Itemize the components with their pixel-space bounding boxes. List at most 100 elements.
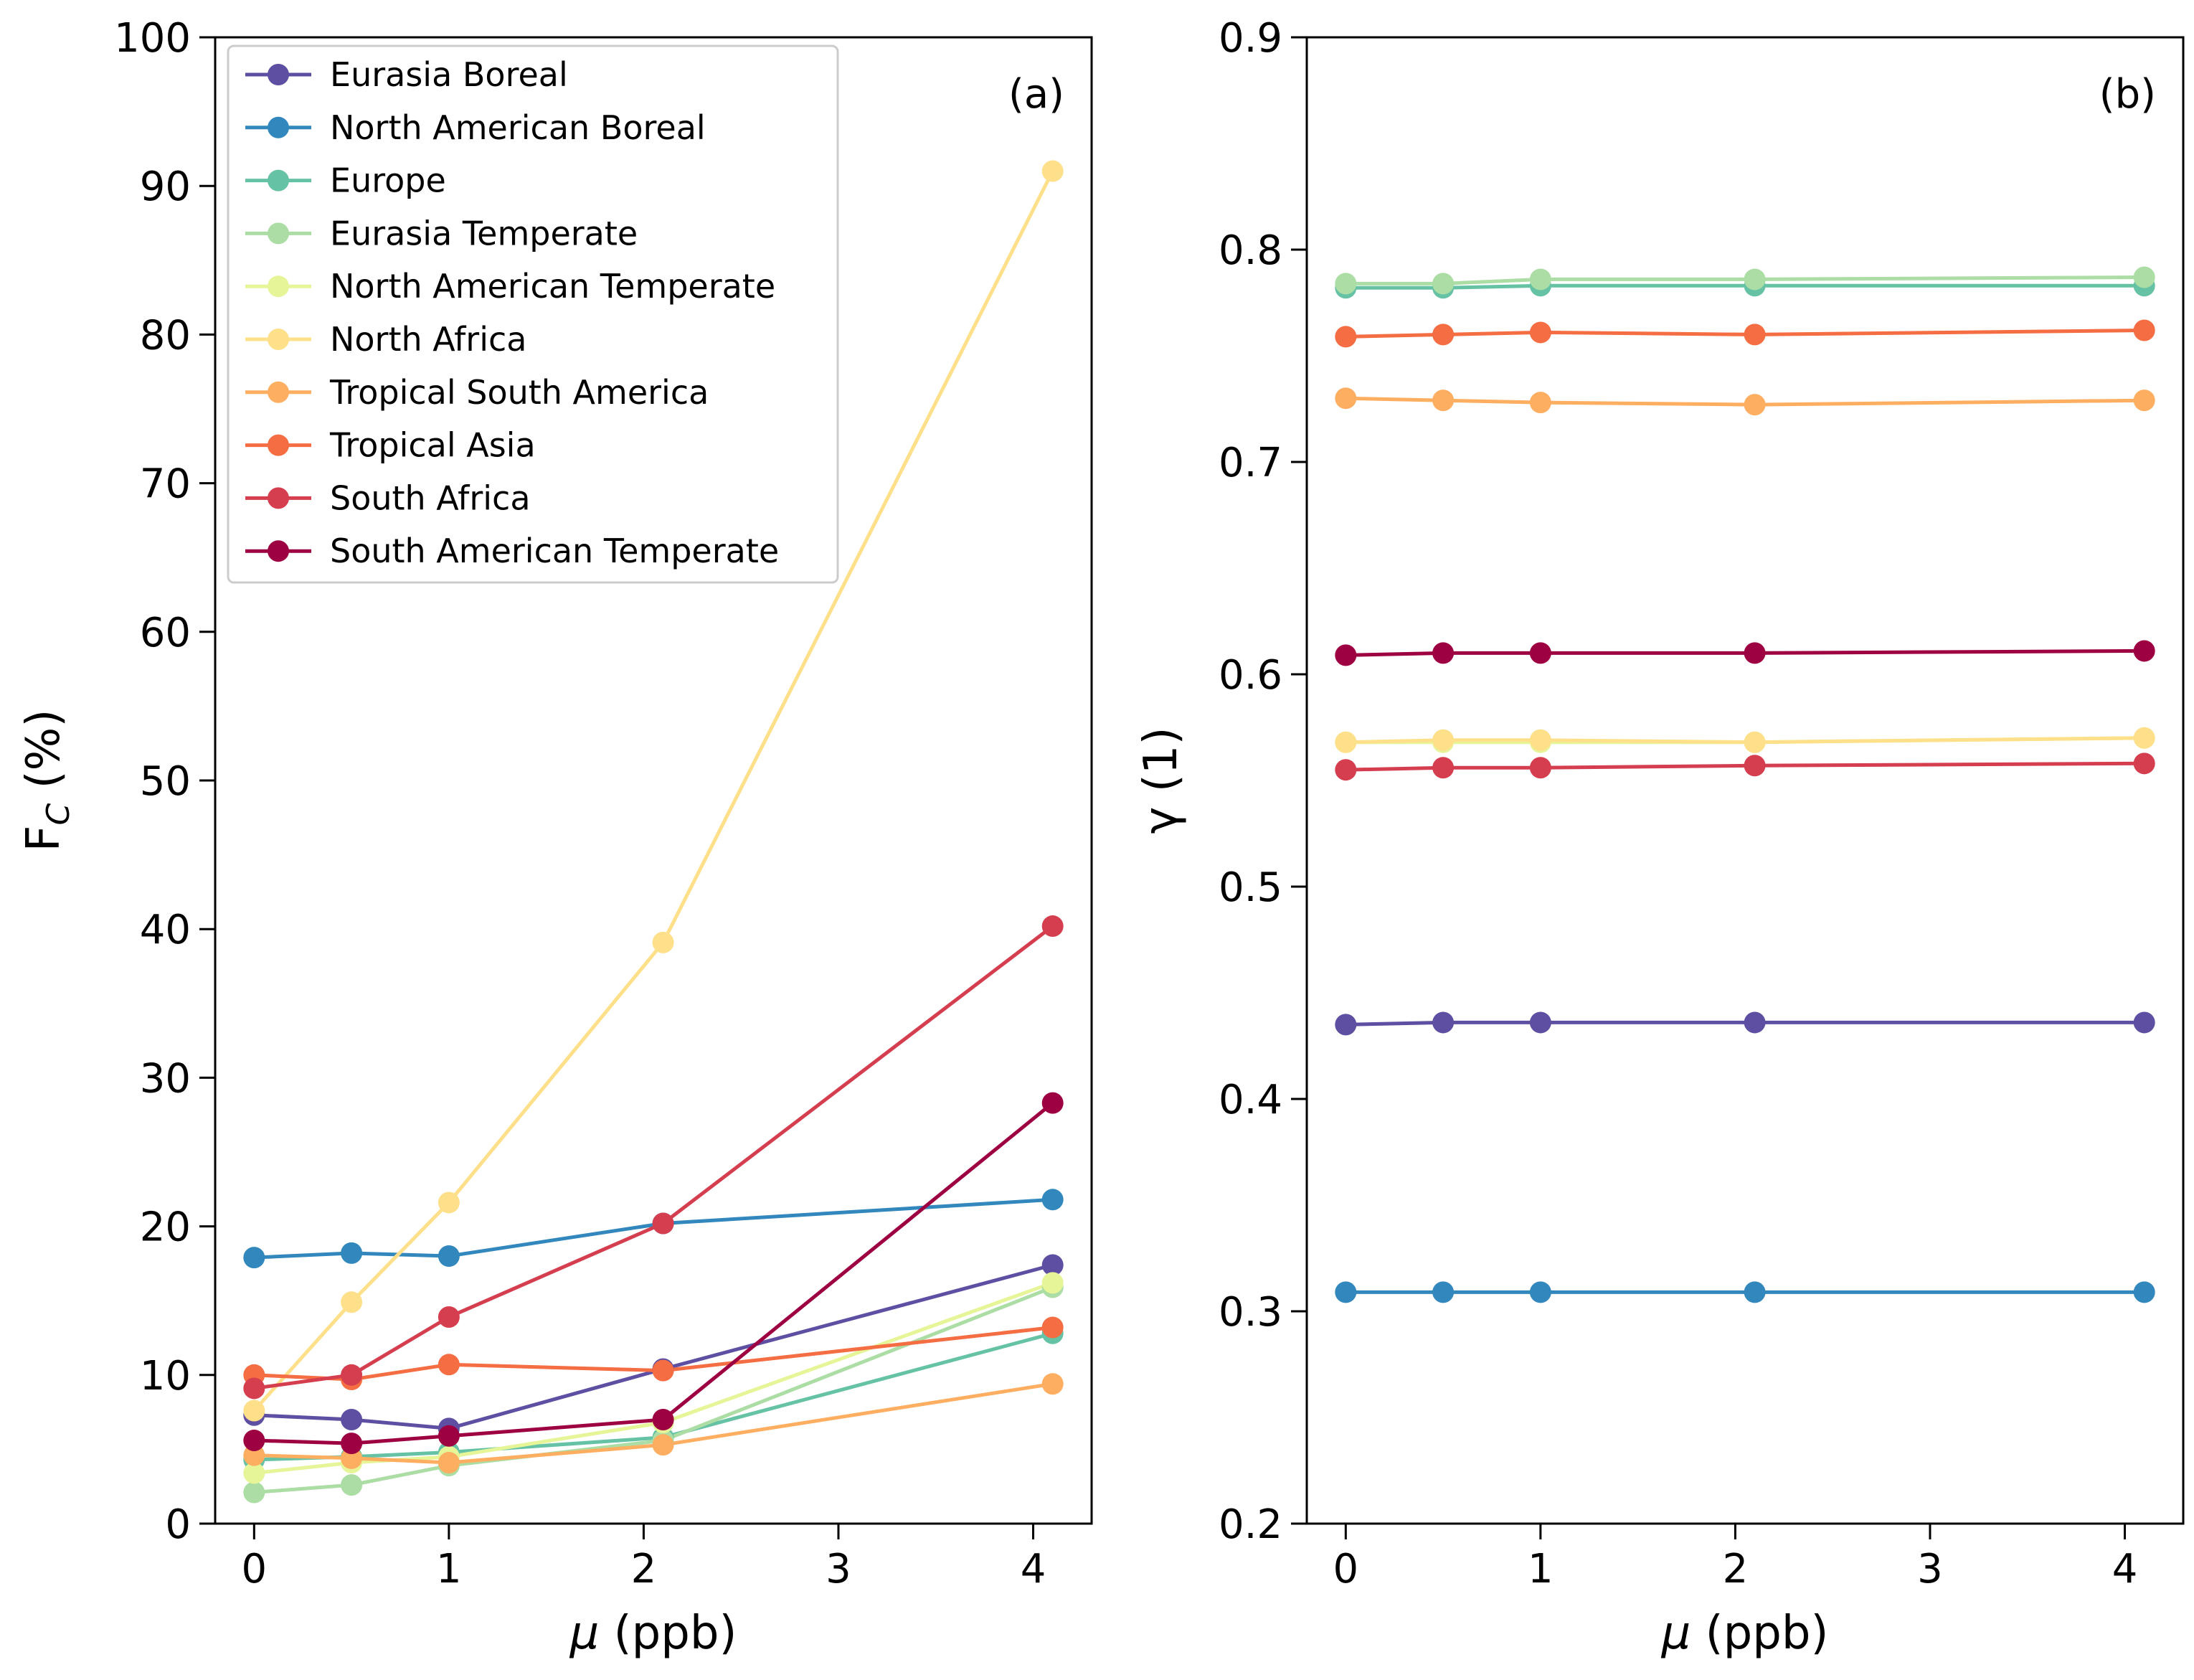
b-marker-north-africa (2133, 727, 2155, 749)
a-y-tick-label: 70 (140, 461, 191, 508)
b-marker-north-american-boreal (2133, 1281, 2155, 1303)
legend-marker-north-american-temperate (268, 275, 289, 298)
a-marker-eurasia-boreal (1041, 1254, 1064, 1276)
b-marker-eurasia-temperate (2133, 266, 2155, 288)
b-marker-eurasia-boreal (1335, 1014, 1357, 1036)
a-y-tick-label: 0 (165, 1501, 191, 1548)
b-y-tick-label: 0.5 (1219, 864, 1282, 911)
b-marker-eurasia-temperate (1744, 268, 1766, 291)
a-marker-north-american-boreal (243, 1247, 265, 1269)
b-marker-tropical-south-america (1335, 387, 1357, 410)
b-marker-tropical-asia (1432, 324, 1455, 346)
a-marker-south-american-temperate (438, 1425, 460, 1447)
b-x-tick-label: 2 (1723, 1546, 1749, 1592)
panel-a-label: (a) (1008, 71, 1064, 118)
a-marker-south-american-temperate (652, 1408, 674, 1430)
a-x-tick-label: 4 (1021, 1546, 1046, 1592)
a-x-tick-label: 3 (826, 1546, 851, 1592)
panel-a-series-markers (243, 160, 1064, 1504)
b-marker-eurasia-boreal (1432, 1011, 1455, 1034)
legend-label-eurasia-temperate: Eurasia Temperate (330, 214, 638, 253)
panel-a-x-ticks: 0 1 2 3 4 (241, 1524, 1046, 1592)
b-x-tick-label: 3 (1917, 1546, 1943, 1592)
legend-marker-tropical-asia (268, 434, 289, 456)
legend-marker-eurasia-boreal (268, 64, 289, 85)
legend-label-tropical-asia: Tropical Asia (329, 426, 536, 465)
legend-marker-tropical-south-america (268, 381, 289, 403)
a-marker-south-africa (341, 1364, 363, 1386)
b-y-tick-label: 0.7 (1219, 440, 1282, 486)
panel-a-y-ticks: 0 10 20 30 40 50 60 70 80 90 100 (114, 15, 215, 1548)
a-y-tick-label: 10 (140, 1353, 191, 1400)
b-marker-eurasia-temperate (1432, 273, 1455, 295)
a-y-tick-label: 30 (140, 1055, 191, 1102)
b-marker-south-american-temperate (1529, 642, 1551, 664)
a-marker-tropical-south-america (1041, 1373, 1064, 1395)
b-marker-tropical-asia (1744, 324, 1766, 346)
legend-frame (227, 44, 839, 584)
b-marker-south-africa (2133, 752, 2155, 775)
a-y-tick-label: 50 (140, 758, 191, 805)
legend-label-south-africa: South Africa (330, 478, 531, 517)
panel-a-y-main: F (17, 826, 70, 852)
panel-a-x-symbol: μ (569, 1607, 600, 1660)
a-y-tick-label: 40 (140, 907, 191, 953)
legend-marker-europe (268, 169, 289, 192)
legend-items: Eurasia Boreal North American Boreal Europ… (245, 55, 779, 570)
legend-label-north-american-boreal: North American Boreal (330, 108, 706, 147)
b-marker-tropical-asia (2133, 319, 2155, 341)
a-x-tick-label: 2 (631, 1546, 657, 1592)
a-marker-north-africa (243, 1400, 265, 1422)
b-marker-north-american-boreal (1529, 1281, 1551, 1303)
b-marker-eurasia-temperate (1335, 273, 1357, 295)
b-marker-south-africa (1432, 757, 1455, 779)
b-marker-south-africa (1335, 759, 1357, 781)
a-marker-north-africa (341, 1291, 363, 1313)
b-marker-south-american-temperate (2133, 640, 2155, 662)
b-marker-eurasia-boreal (2133, 1011, 2155, 1034)
a-marker-tropical-asia (1041, 1316, 1064, 1339)
a-marker-south-africa (652, 1212, 674, 1235)
b-y-tick-label: 0.9 (1219, 15, 1282, 62)
legend-label-north-american-temperate: North American Temperate (330, 267, 775, 306)
b-marker-eurasia-boreal (1529, 1011, 1551, 1034)
panel-b-x-symbol: μ (1661, 1607, 1691, 1660)
b-x-tick-label: 4 (2112, 1546, 2138, 1592)
a-marker-north-american-boreal (1041, 1189, 1064, 1211)
panel-a: 0 1 2 3 4 0 10 20 30 40 50 60 70 80 90 100 (a) μ (ppb)… (17, 15, 1093, 1660)
panel-b-frame (1305, 36, 2185, 1525)
a-marker-north-africa (652, 931, 674, 953)
b-marker-north-american-boreal (1432, 1281, 1455, 1303)
a-marker-tropical-asia (438, 1354, 460, 1376)
a-y-tick-label: 100 (114, 15, 191, 62)
b-marker-eurasia-temperate (1529, 268, 1551, 291)
panel-b: 0 1 2 3 4 0.2 0.3 0.4 0.5 0.6 0.7 0.8 0.9 (b) μ (pp… (1135, 15, 2185, 1660)
b-marker-south-africa (1744, 755, 1766, 777)
a-x-tick-label: 1 (436, 1546, 462, 1592)
a-marker-north-africa (438, 1191, 460, 1214)
legend-label-tropical-south-america: Tropical South America (329, 373, 709, 412)
b-marker-eurasia-boreal (1744, 1011, 1766, 1034)
panel-a-y-sub: C (40, 803, 77, 826)
b-marker-south-american-temperate (1335, 644, 1357, 666)
panel-b-y-ticks: 0.2 0.3 0.4 0.5 0.6 0.7 0.8 0.9 (1219, 15, 1307, 1548)
a-marker-eurasia-temperate (341, 1474, 363, 1496)
a-marker-north-africa (1041, 160, 1064, 182)
b-marker-south-africa (1529, 757, 1551, 779)
b-marker-tropical-south-america (1432, 390, 1455, 412)
legend-label-south-american-temperate: South American Temperate (330, 532, 779, 570)
b-y-tick-label: 0.8 (1219, 227, 1282, 274)
panel-b-x-ticks: 0 1 2 3 4 (1333, 1524, 2137, 1592)
a-marker-north-american-temperate (243, 1462, 265, 1484)
b-marker-north-africa (1744, 731, 1766, 753)
panel-a-y-unit: (%) (17, 709, 70, 803)
a-marker-south-american-temperate (243, 1429, 265, 1451)
b-marker-north-american-boreal (1744, 1281, 1766, 1303)
b-marker-south-american-temperate (1744, 642, 1766, 664)
b-marker-south-american-temperate (1432, 642, 1455, 664)
panel-a-x-unit: (ppb) (599, 1607, 737, 1660)
a-y-tick-label: 80 (140, 312, 191, 359)
a-marker-south-africa (438, 1306, 460, 1328)
a-marker-north-american-boreal (341, 1242, 363, 1264)
a-marker-tropical-south-america (341, 1447, 363, 1469)
